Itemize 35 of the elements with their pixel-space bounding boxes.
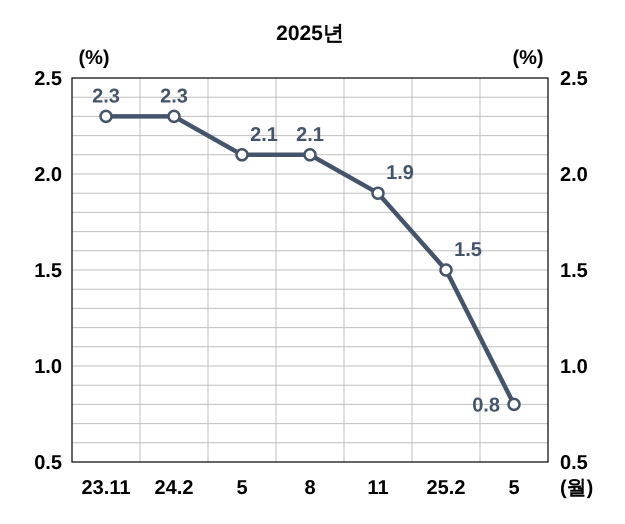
y2-tick-label: 2.5 [560, 68, 588, 90]
y2-tick-label: 1.0 [560, 356, 588, 378]
x-tick-label: 24.2 [154, 477, 194, 499]
y-tick-label: 2.0 [34, 164, 62, 186]
y-tick-label: 1.0 [34, 356, 62, 378]
x-tick-label: 5 [508, 477, 520, 499]
data-label: 2.1 [296, 124, 324, 146]
y2-tick-label: 2.0 [560, 164, 588, 186]
data-label: 0.8 [472, 394, 500, 416]
x-tick-label: 8 [304, 477, 316, 499]
x-tick-label: 5 [236, 477, 248, 499]
y2-tick-label: 0.5 [560, 452, 588, 474]
chart-title: 2025년 [276, 22, 344, 45]
point [99, 110, 113, 124]
point [235, 148, 249, 162]
point [303, 148, 317, 162]
data-label: 2.3 [92, 85, 120, 108]
y-axis-title: (%) [78, 47, 110, 69]
x-tick-label: 25.2 [426, 477, 466, 499]
y2-axis-title: (%) [512, 47, 544, 69]
data-label: 2.3 [160, 85, 188, 108]
point [167, 110, 181, 124]
point [439, 263, 453, 277]
data-label: 1.9 [386, 162, 414, 184]
point [371, 186, 385, 200]
y-tick-label: 1.5 [34, 260, 62, 282]
data-label: 1.5 [454, 239, 482, 261]
y-tick-label: 2.5 [34, 68, 62, 90]
y-tick-label: 0.5 [34, 452, 62, 474]
point [507, 398, 521, 412]
x-tick-label: 23.11 [82, 477, 130, 499]
data-label: 2.1 [250, 124, 278, 146]
y2-tick-label: 1.5 [560, 260, 588, 282]
x-tick-label: 11 [367, 477, 389, 499]
x-axis-title: (월) [560, 477, 594, 499]
